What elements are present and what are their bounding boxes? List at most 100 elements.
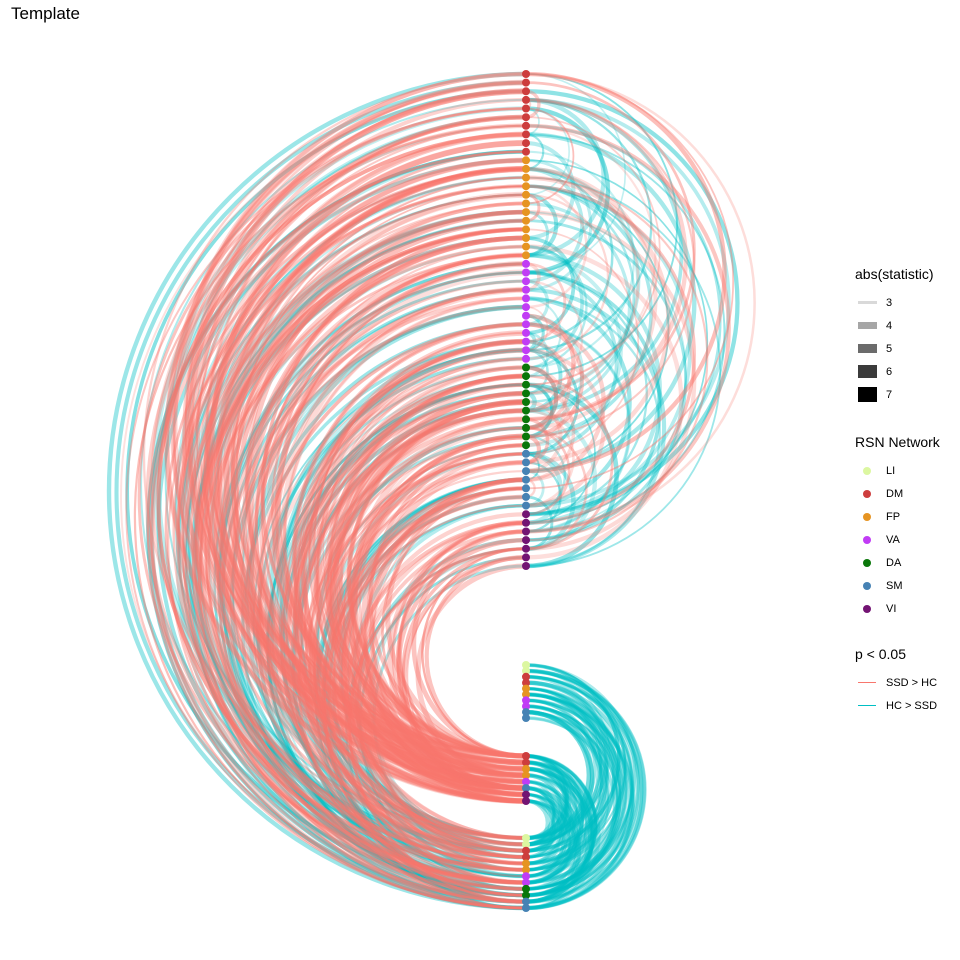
legend-width-item: 3 — [855, 291, 934, 314]
edge-arc — [326, 390, 527, 791]
edge-arc — [175, 150, 527, 853]
edge-arc — [190, 193, 527, 865]
edge-arc — [356, 538, 527, 879]
edge-arc — [525, 709, 595, 847]
edge-arc — [266, 252, 527, 772]
node-dm — [522, 95, 530, 104]
edge-arc — [222, 262, 527, 872]
edge-arc — [182, 176, 527, 865]
edge-arc — [260, 227, 527, 758]
edge-arc — [185, 210, 527, 891]
edge-arc — [265, 348, 527, 872]
node-da — [522, 432, 530, 441]
edge-arc — [219, 296, 527, 910]
edge-arc — [347, 400, 527, 758]
edge-arc — [294, 338, 527, 804]
edge-arc — [332, 504, 527, 891]
edge-arc — [525, 663, 621, 853]
edge-arc — [525, 698, 600, 846]
node-fp — [522, 242, 530, 251]
node-va — [522, 259, 530, 268]
edge-arc — [525, 704, 594, 840]
node-va — [522, 346, 530, 355]
edge-arc — [204, 140, 527, 785]
edge-arc — [525, 754, 569, 840]
edge-arc — [525, 184, 635, 404]
edge-arc — [525, 426, 571, 516]
edge-arc — [313, 332, 527, 757]
edge-arc — [328, 407, 527, 804]
edge-arc — [525, 73, 734, 490]
node-fp — [522, 190, 530, 199]
legend-direction-item-label: SSD > HC — [886, 676, 938, 689]
node-fp — [522, 859, 530, 868]
legend-network-item-key — [855, 578, 879, 594]
edge-arc — [173, 71, 527, 778]
edge-arc — [525, 339, 571, 430]
edge-arc — [525, 211, 687, 533]
edge-arc — [525, 687, 602, 840]
edge-arc — [525, 663, 621, 853]
edge-arc — [187, 193, 527, 871]
edge-arc — [350, 433, 527, 785]
edge-arc — [525, 175, 671, 465]
node-da — [522, 406, 530, 415]
node-sm — [522, 784, 530, 793]
edge-arc — [223, 191, 527, 798]
node-va — [522, 285, 530, 294]
edge-arc — [525, 107, 570, 196]
edge-arc — [272, 288, 527, 796]
edge-arc — [525, 754, 597, 897]
edge-arc — [525, 675, 634, 891]
edge-arc — [525, 166, 641, 396]
node-vi — [522, 544, 530, 553]
edge-arc — [525, 408, 598, 551]
edge-arc — [385, 477, 527, 759]
edge-arc — [292, 391, 527, 859]
edge-arc — [362, 538, 527, 866]
node-li — [522, 666, 530, 675]
edge-arc — [525, 176, 709, 542]
edge-arc — [525, 792, 553, 846]
edge-arc — [525, 692, 622, 885]
edge-arc — [176, 185, 527, 884]
edge-arc — [351, 503, 527, 853]
edge-arc — [298, 383, 527, 840]
edge-arc — [291, 434, 527, 904]
legend-abs-statistic-title: abs(statistic) — [855, 266, 934, 282]
edge-arc — [182, 210, 527, 898]
edge-arc — [216, 271, 527, 891]
edge-arc — [525, 663, 627, 865]
edge-arc — [207, 228, 527, 865]
edge-arc — [312, 425, 527, 853]
edge-arc — [525, 786, 560, 853]
edge-arc — [229, 305, 527, 898]
legend-width-item-label: 6 — [886, 365, 893, 378]
node-fp — [522, 216, 530, 225]
node-fp — [522, 199, 530, 208]
edge-arc — [277, 348, 527, 847]
edge-arc — [398, 521, 527, 778]
node-dm — [522, 846, 530, 855]
edge-arc — [200, 219, 527, 872]
edge-arc — [244, 201, 527, 765]
legend-width-item: 7 — [855, 383, 934, 406]
edge-arc — [525, 383, 554, 438]
legend-width-item-key — [855, 386, 879, 403]
node-dm — [522, 678, 530, 687]
edge-arc — [525, 297, 661, 568]
edge-arc — [329, 365, 527, 759]
edge-arc — [525, 201, 632, 413]
edge-arc — [328, 374, 527, 771]
edge-arc — [261, 253, 527, 784]
edge-arc — [387, 519, 527, 798]
edge-arc — [525, 698, 629, 904]
edge-arc — [207, 140, 527, 779]
edge-arc — [366, 452, 527, 771]
edge-arc — [525, 123, 731, 534]
edge-arc — [198, 253, 527, 910]
edge-arc — [293, 374, 527, 840]
edge-arc — [188, 114, 527, 791]
edge-arc — [252, 349, 527, 897]
legend-direction-item: HC > SSD — [855, 694, 937, 717]
